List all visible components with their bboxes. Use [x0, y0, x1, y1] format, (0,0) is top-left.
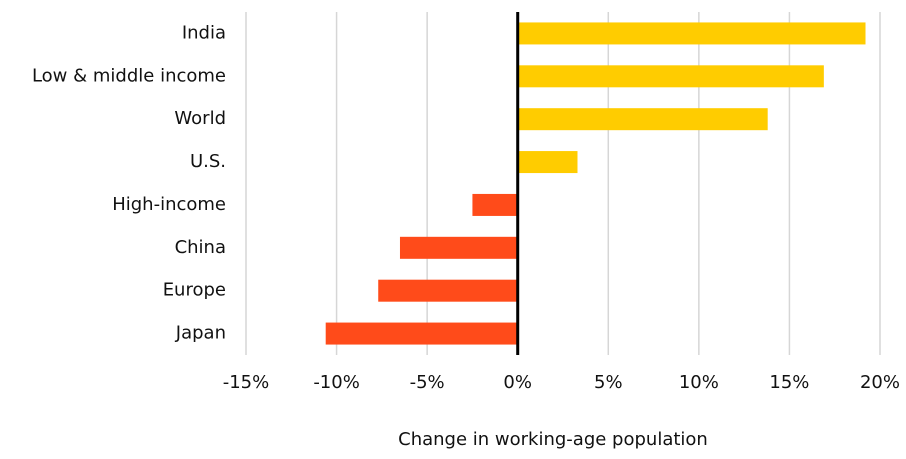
- bar: [517, 65, 824, 88]
- x-tick-label: 15%: [769, 372, 809, 393]
- x-axis-title: Change in working-age population: [398, 429, 708, 450]
- y-tick-label: High-income: [112, 194, 226, 215]
- bar: [472, 193, 518, 216]
- y-tick-label: World: [174, 108, 226, 129]
- x-tick-label: -15%: [223, 372, 270, 393]
- bar: [399, 236, 518, 259]
- y-tick-label: China: [175, 237, 226, 258]
- bar: [325, 322, 518, 345]
- x-tick-label: 0%: [503, 372, 532, 393]
- x-tick-label: -5%: [410, 372, 445, 393]
- bar: [517, 108, 768, 131]
- y-tick-label: India: [182, 22, 226, 43]
- x-tick-label: 20%: [860, 372, 900, 393]
- bar: [378, 279, 518, 302]
- x-tick-label: 5%: [594, 372, 623, 393]
- y-tick-label: Japan: [175, 323, 226, 344]
- y-tick-label: U.S.: [190, 151, 226, 172]
- y-tick-label: Low & middle income: [32, 65, 226, 86]
- y-tick-label: Europe: [163, 280, 226, 301]
- x-tick-label: -10%: [313, 372, 360, 393]
- bar: [517, 22, 866, 45]
- x-tick-label: 10%: [679, 372, 719, 393]
- bar: [517, 151, 578, 174]
